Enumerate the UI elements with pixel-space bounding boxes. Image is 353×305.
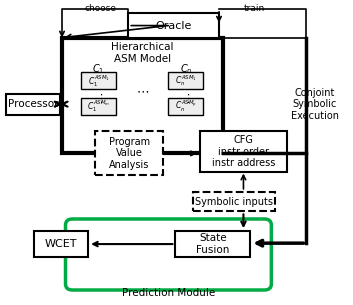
Text: WCET: WCET <box>45 239 77 249</box>
Text: $\vdots$: $\vdots$ <box>95 92 103 105</box>
FancyBboxPatch shape <box>168 72 203 89</box>
FancyBboxPatch shape <box>81 72 116 89</box>
Text: ASM Model: ASM Model <box>114 54 171 64</box>
Text: Symbolic inputs: Symbolic inputs <box>195 197 273 206</box>
FancyBboxPatch shape <box>34 231 88 257</box>
Text: Oracle: Oracle <box>155 20 192 31</box>
FancyBboxPatch shape <box>175 231 250 257</box>
FancyBboxPatch shape <box>62 38 222 152</box>
Text: $C_1^{ASM_m}$: $C_1^{ASM_m}$ <box>87 99 110 114</box>
Text: Program
Value
Analysis: Program Value Analysis <box>109 137 150 170</box>
Text: $C_1^{ASM_1}$: $C_1^{ASM_1}$ <box>88 73 109 89</box>
Text: Prediction Module: Prediction Module <box>122 288 215 298</box>
FancyBboxPatch shape <box>128 13 219 38</box>
Text: train: train <box>243 5 264 13</box>
FancyBboxPatch shape <box>95 131 163 175</box>
Text: $\vdots$: $\vdots$ <box>182 92 190 105</box>
Text: choose: choose <box>84 5 116 13</box>
Text: Hierarchical: Hierarchical <box>111 42 174 52</box>
Text: $C_1$: $C_1$ <box>92 63 105 76</box>
Text: $\cdots$: $\cdots$ <box>136 84 149 97</box>
Text: $C_n^{ASM_p}$: $C_n^{ASM_p}$ <box>175 99 197 114</box>
Text: State
Fusion: State Fusion <box>196 233 229 255</box>
Text: Conjoint
Symbolic
Execution: Conjoint Symbolic Execution <box>291 88 339 121</box>
Text: Processor: Processor <box>8 99 59 109</box>
FancyBboxPatch shape <box>168 98 203 115</box>
Text: CFG
instr order
instr address: CFG instr order instr address <box>212 135 275 168</box>
FancyBboxPatch shape <box>6 94 60 115</box>
FancyBboxPatch shape <box>81 98 116 115</box>
Text: $C_n^{ASM_1}$: $C_n^{ASM_1}$ <box>175 73 197 88</box>
FancyBboxPatch shape <box>193 192 275 211</box>
FancyBboxPatch shape <box>200 131 287 172</box>
Text: $C_n$: $C_n$ <box>180 63 192 76</box>
